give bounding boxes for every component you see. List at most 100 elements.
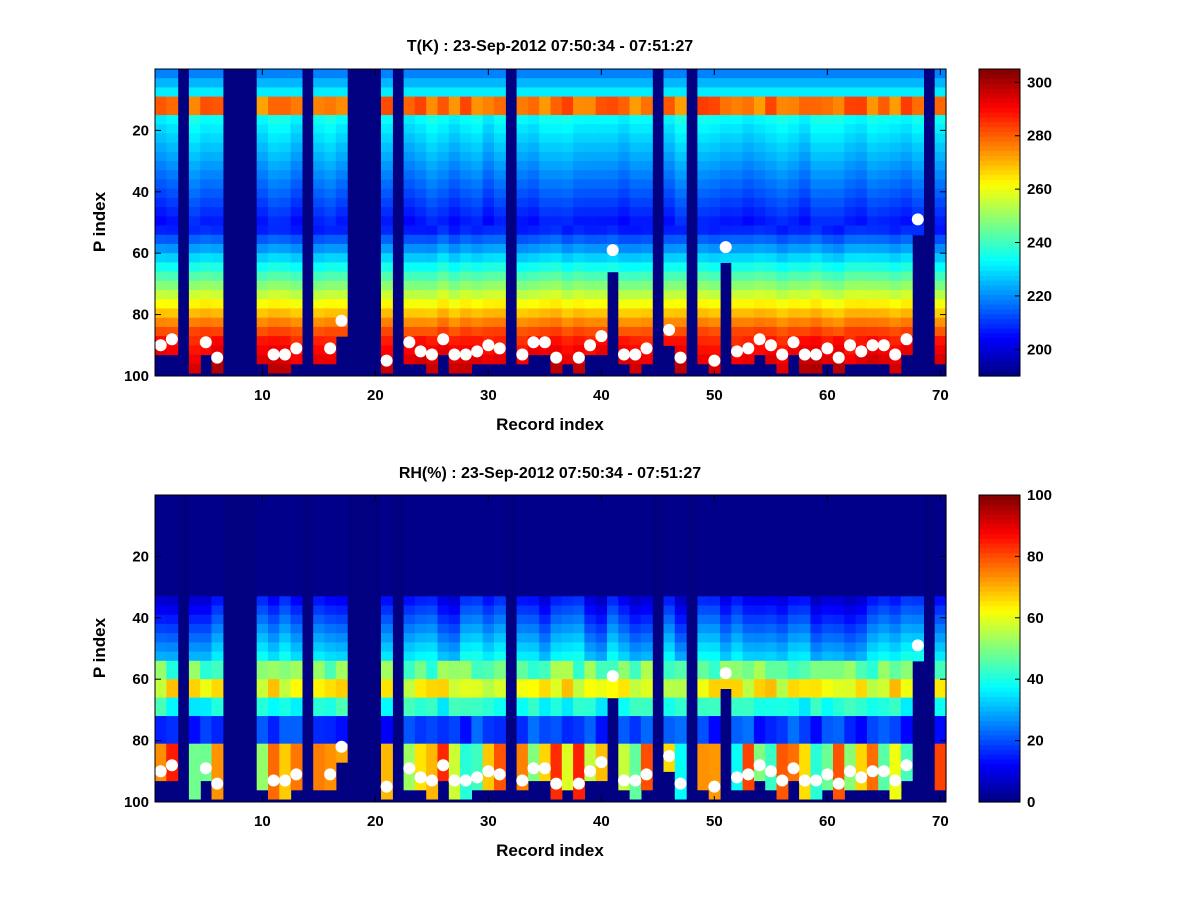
- heatmap-cell: [324, 550, 337, 561]
- heatmap-cell: [934, 559, 947, 570]
- heatmap-cell: [753, 170, 766, 181]
- heatmap-cell: [776, 225, 789, 236]
- heatmap-cell: [618, 253, 631, 264]
- heatmap-cell: [821, 642, 834, 653]
- heatmap-cell: [211, 762, 224, 772]
- heatmap-cell: [155, 697, 167, 708]
- heatmap-cell: [595, 280, 608, 291]
- heatmap-cell: [482, 679, 495, 690]
- heatmap-cell: [256, 280, 269, 291]
- heatmap-cell: [731, 660, 744, 671]
- heatmap-cell: [471, 559, 484, 570]
- heatmap-cell: [335, 697, 348, 708]
- heatmap-cell: [866, 308, 879, 319]
- heatmap-cell: [437, 495, 450, 505]
- heatmap-cell: [482, 504, 495, 515]
- heatmap-cell: [437, 78, 450, 89]
- heatmap-cell: [889, 262, 902, 273]
- heatmap-cell: [211, 559, 224, 570]
- heatmap-cell: [539, 771, 552, 782]
- heatmap-cell: [494, 262, 506, 273]
- heatmap-cell: [426, 623, 439, 634]
- heatmap-cell: [607, 253, 619, 264]
- heatmap-cell: [482, 577, 495, 588]
- heatmap-cell: [720, 133, 732, 144]
- heatmap-cell: [561, 87, 574, 98]
- heatmap-cell: [290, 734, 303, 745]
- surface-marker: [855, 345, 868, 358]
- heatmap-cell: [403, 188, 416, 199]
- heatmap-cell: [731, 697, 744, 708]
- heatmap-cell: [471, 596, 484, 607]
- heatmap-cell: [494, 87, 506, 98]
- heatmap-cell: [166, 271, 179, 282]
- heatmap-cell: [595, 706, 608, 717]
- heatmap-cell: [381, 633, 393, 643]
- heatmap-cell: [629, 271, 642, 282]
- heatmap-cell: [731, 495, 744, 505]
- heatmap-cell: [595, 115, 608, 125]
- heatmap-cell: [753, 234, 766, 245]
- heatmap-cell: [900, 234, 913, 245]
- surface-marker: [663, 323, 676, 336]
- heatmap-cell: [833, 253, 845, 264]
- heatmap-cell: [324, 541, 337, 551]
- heatmap-cell: [584, 531, 597, 542]
- heatmap-cell: [799, 522, 811, 533]
- heatmap-cell: [414, 513, 427, 524]
- heatmap-cell: [200, 697, 213, 708]
- heatmap-cell: [561, 660, 574, 671]
- heatmap-cell: [799, 669, 811, 680]
- heatmap-cell: [753, 559, 766, 570]
- heatmap-cell: [607, 568, 619, 579]
- heatmap-cell: [799, 706, 811, 717]
- heatmap-cell: [471, 743, 484, 754]
- heatmap-cell: [527, 105, 540, 116]
- heatmap-cell: [607, 623, 619, 634]
- heatmap-cell: [912, 161, 924, 171]
- heatmap-cell: [324, 513, 337, 524]
- surface-marker: [482, 765, 495, 778]
- heatmap-cell: [539, 179, 552, 190]
- heatmap-cell: [697, 115, 710, 125]
- heatmap-cell: [313, 161, 326, 171]
- heatmap-cell: [403, 706, 416, 717]
- heatmap-cell: [708, 262, 721, 273]
- heatmap-cell: [539, 87, 552, 98]
- heatmap-cell: [426, 299, 439, 310]
- heatmap-cell: [188, 495, 201, 505]
- heatmap-cell: [708, 363, 721, 374]
- surface-marker: [640, 768, 653, 781]
- heatmap-cell: [799, 559, 811, 570]
- heatmap-cell: [573, 216, 585, 227]
- colorbar-segment: [979, 347, 1020, 353]
- heatmap-cell: [471, 660, 484, 671]
- heatmap-cell: [268, 105, 280, 116]
- heatmap-column-27: [448, 69, 461, 374]
- heatmap-cell: [381, 762, 393, 772]
- heatmap-cell: [663, 216, 676, 227]
- colorbar-segment: [979, 313, 1020, 320]
- heatmap-cell: [313, 197, 326, 208]
- heatmap-cell: [256, 243, 269, 254]
- heatmap-cell: [787, 531, 800, 542]
- humidity-title: RH(%) : 23-Sep-2012 07:50:34 - 07:51:27: [399, 465, 701, 482]
- heatmap-cell: [765, 216, 778, 227]
- colorbar-segment: [979, 304, 1020, 310]
- heatmap-cell: [640, 633, 653, 643]
- heatmap-cell: [448, 197, 461, 208]
- heatmap-cell: [787, 151, 800, 162]
- heatmap-cell: [211, 541, 224, 551]
- heatmap-cell: [516, 752, 529, 763]
- heatmap-cell: [776, 596, 789, 607]
- colorbar-segment: [979, 614, 1020, 621]
- heatmap-cell: [889, 697, 902, 708]
- heatmap-cell: [268, 495, 280, 505]
- heatmap-cell: [335, 326, 348, 337]
- heatmap-cell: [618, 495, 631, 505]
- heatmap-cell: [573, 207, 585, 217]
- heatmap-cell: [584, 161, 597, 171]
- heatmap-cell: [494, 550, 506, 561]
- heatmap-cell: [268, 623, 280, 634]
- heatmap-cell: [573, 513, 585, 524]
